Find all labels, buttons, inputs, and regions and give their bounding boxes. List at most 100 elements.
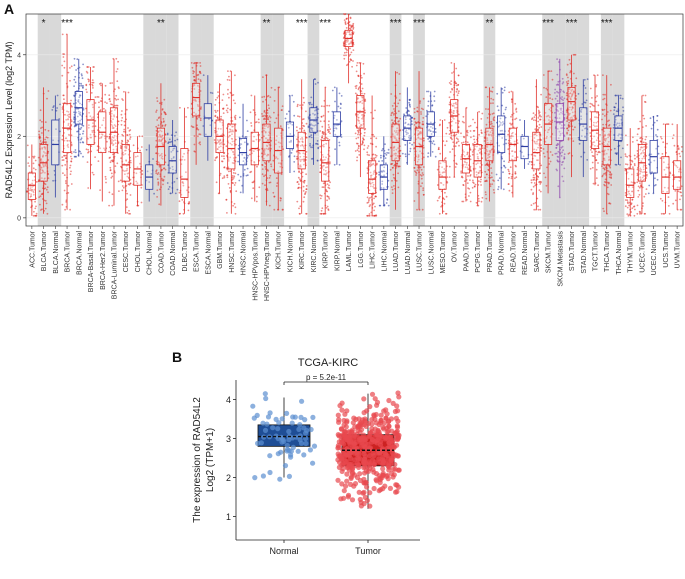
- data-point: [597, 184, 599, 187]
- data-point: [136, 155, 139, 158]
- data-point: [290, 152, 293, 154]
- data-point: [485, 108, 487, 110]
- data-point: [190, 125, 193, 127]
- data-point: [490, 90, 492, 93]
- data-point: [393, 114, 395, 116]
- data-point: [109, 161, 112, 164]
- data-point: [226, 174, 229, 177]
- data-point: [369, 162, 372, 165]
- data-point: [449, 151, 451, 153]
- data-point: [485, 197, 488, 200]
- data-point: [220, 141, 223, 144]
- data-point: [366, 153, 369, 156]
- data-point: [481, 112, 484, 115]
- data-point: [135, 172, 138, 175]
- data-point: [460, 172, 463, 174]
- data-point: [422, 97, 425, 100]
- data-point: [38, 196, 41, 199]
- data-point: [123, 128, 126, 131]
- data-point: [193, 70, 196, 73]
- data-point: [299, 158, 301, 161]
- data-point: [367, 490, 373, 496]
- data-point: [451, 72, 453, 74]
- data-point: [129, 136, 132, 139]
- x-tick-label: LUSC.Normal: [428, 231, 435, 275]
- data-point: [516, 156, 519, 159]
- data-point: [125, 159, 127, 162]
- data-point: [612, 127, 615, 129]
- data-point: [621, 97, 624, 100]
- data-point: [279, 152, 282, 154]
- data-point: [573, 72, 575, 75]
- data-point: [257, 118, 260, 121]
- data-point: [543, 155, 546, 158]
- data-point: [557, 150, 560, 153]
- data-point: [497, 109, 500, 112]
- data-point: [589, 132, 592, 134]
- data-point: [477, 149, 480, 152]
- data-point: [217, 91, 219, 93]
- data-point: [368, 154, 370, 157]
- data-point: [374, 156, 377, 159]
- data-point: [111, 175, 114, 178]
- data-point: [493, 149, 495, 152]
- data-point: [280, 132, 282, 135]
- data-point: [659, 157, 662, 160]
- data-point: [562, 160, 564, 163]
- data-point: [269, 174, 272, 177]
- data-point: [361, 117, 363, 120]
- data-point: [562, 81, 565, 84]
- data-point: [610, 184, 613, 186]
- data-point: [405, 133, 408, 136]
- data-point: [296, 181, 299, 184]
- data-point: [302, 417, 308, 423]
- data-point: [566, 120, 568, 123]
- data-point: [603, 108, 606, 111]
- data-point: [613, 106, 616, 108]
- data-point: [595, 85, 597, 88]
- data-point: [378, 173, 380, 176]
- data-point: [196, 127, 199, 130]
- x-tick-label: UCEC.Normal: [651, 231, 658, 276]
- data-point: [425, 115, 428, 118]
- data-point: [361, 99, 364, 102]
- data-point: [422, 108, 424, 111]
- data-point: [634, 208, 636, 211]
- data-point: [45, 136, 48, 139]
- data-point: [80, 138, 82, 141]
- data-point: [219, 145, 222, 148]
- data-point: [219, 121, 222, 123]
- data-point: [44, 163, 47, 166]
- data-point: [227, 88, 229, 91]
- data-point: [76, 58, 79, 61]
- data-point: [250, 125, 253, 127]
- data-point: [234, 212, 237, 215]
- data-point: [314, 83, 317, 85]
- data-point: [366, 196, 369, 199]
- data-point: [566, 63, 569, 66]
- data-point: [382, 148, 384, 150]
- data-point: [127, 127, 129, 129]
- data-point: [345, 54, 347, 57]
- data-point: [498, 177, 501, 180]
- data-point: [329, 132, 331, 135]
- data-point: [261, 113, 263, 115]
- data-point: [530, 188, 533, 191]
- data-point: [181, 158, 184, 161]
- data-point: [607, 170, 610, 172]
- data-point: [85, 148, 88, 151]
- data-point: [140, 146, 143, 148]
- data-point: [246, 130, 249, 133]
- data-point: [626, 213, 629, 216]
- data-point: [457, 74, 460, 77]
- data-point: [239, 147, 242, 149]
- data-point: [73, 151, 75, 153]
- data-point: [169, 167, 172, 170]
- data-point: [78, 85, 81, 87]
- data-point: [601, 108, 604, 111]
- data-point: [193, 150, 196, 153]
- data-point: [492, 102, 494, 104]
- data-point: [65, 118, 68, 121]
- data-point: [313, 124, 315, 127]
- data-point: [350, 51, 353, 54]
